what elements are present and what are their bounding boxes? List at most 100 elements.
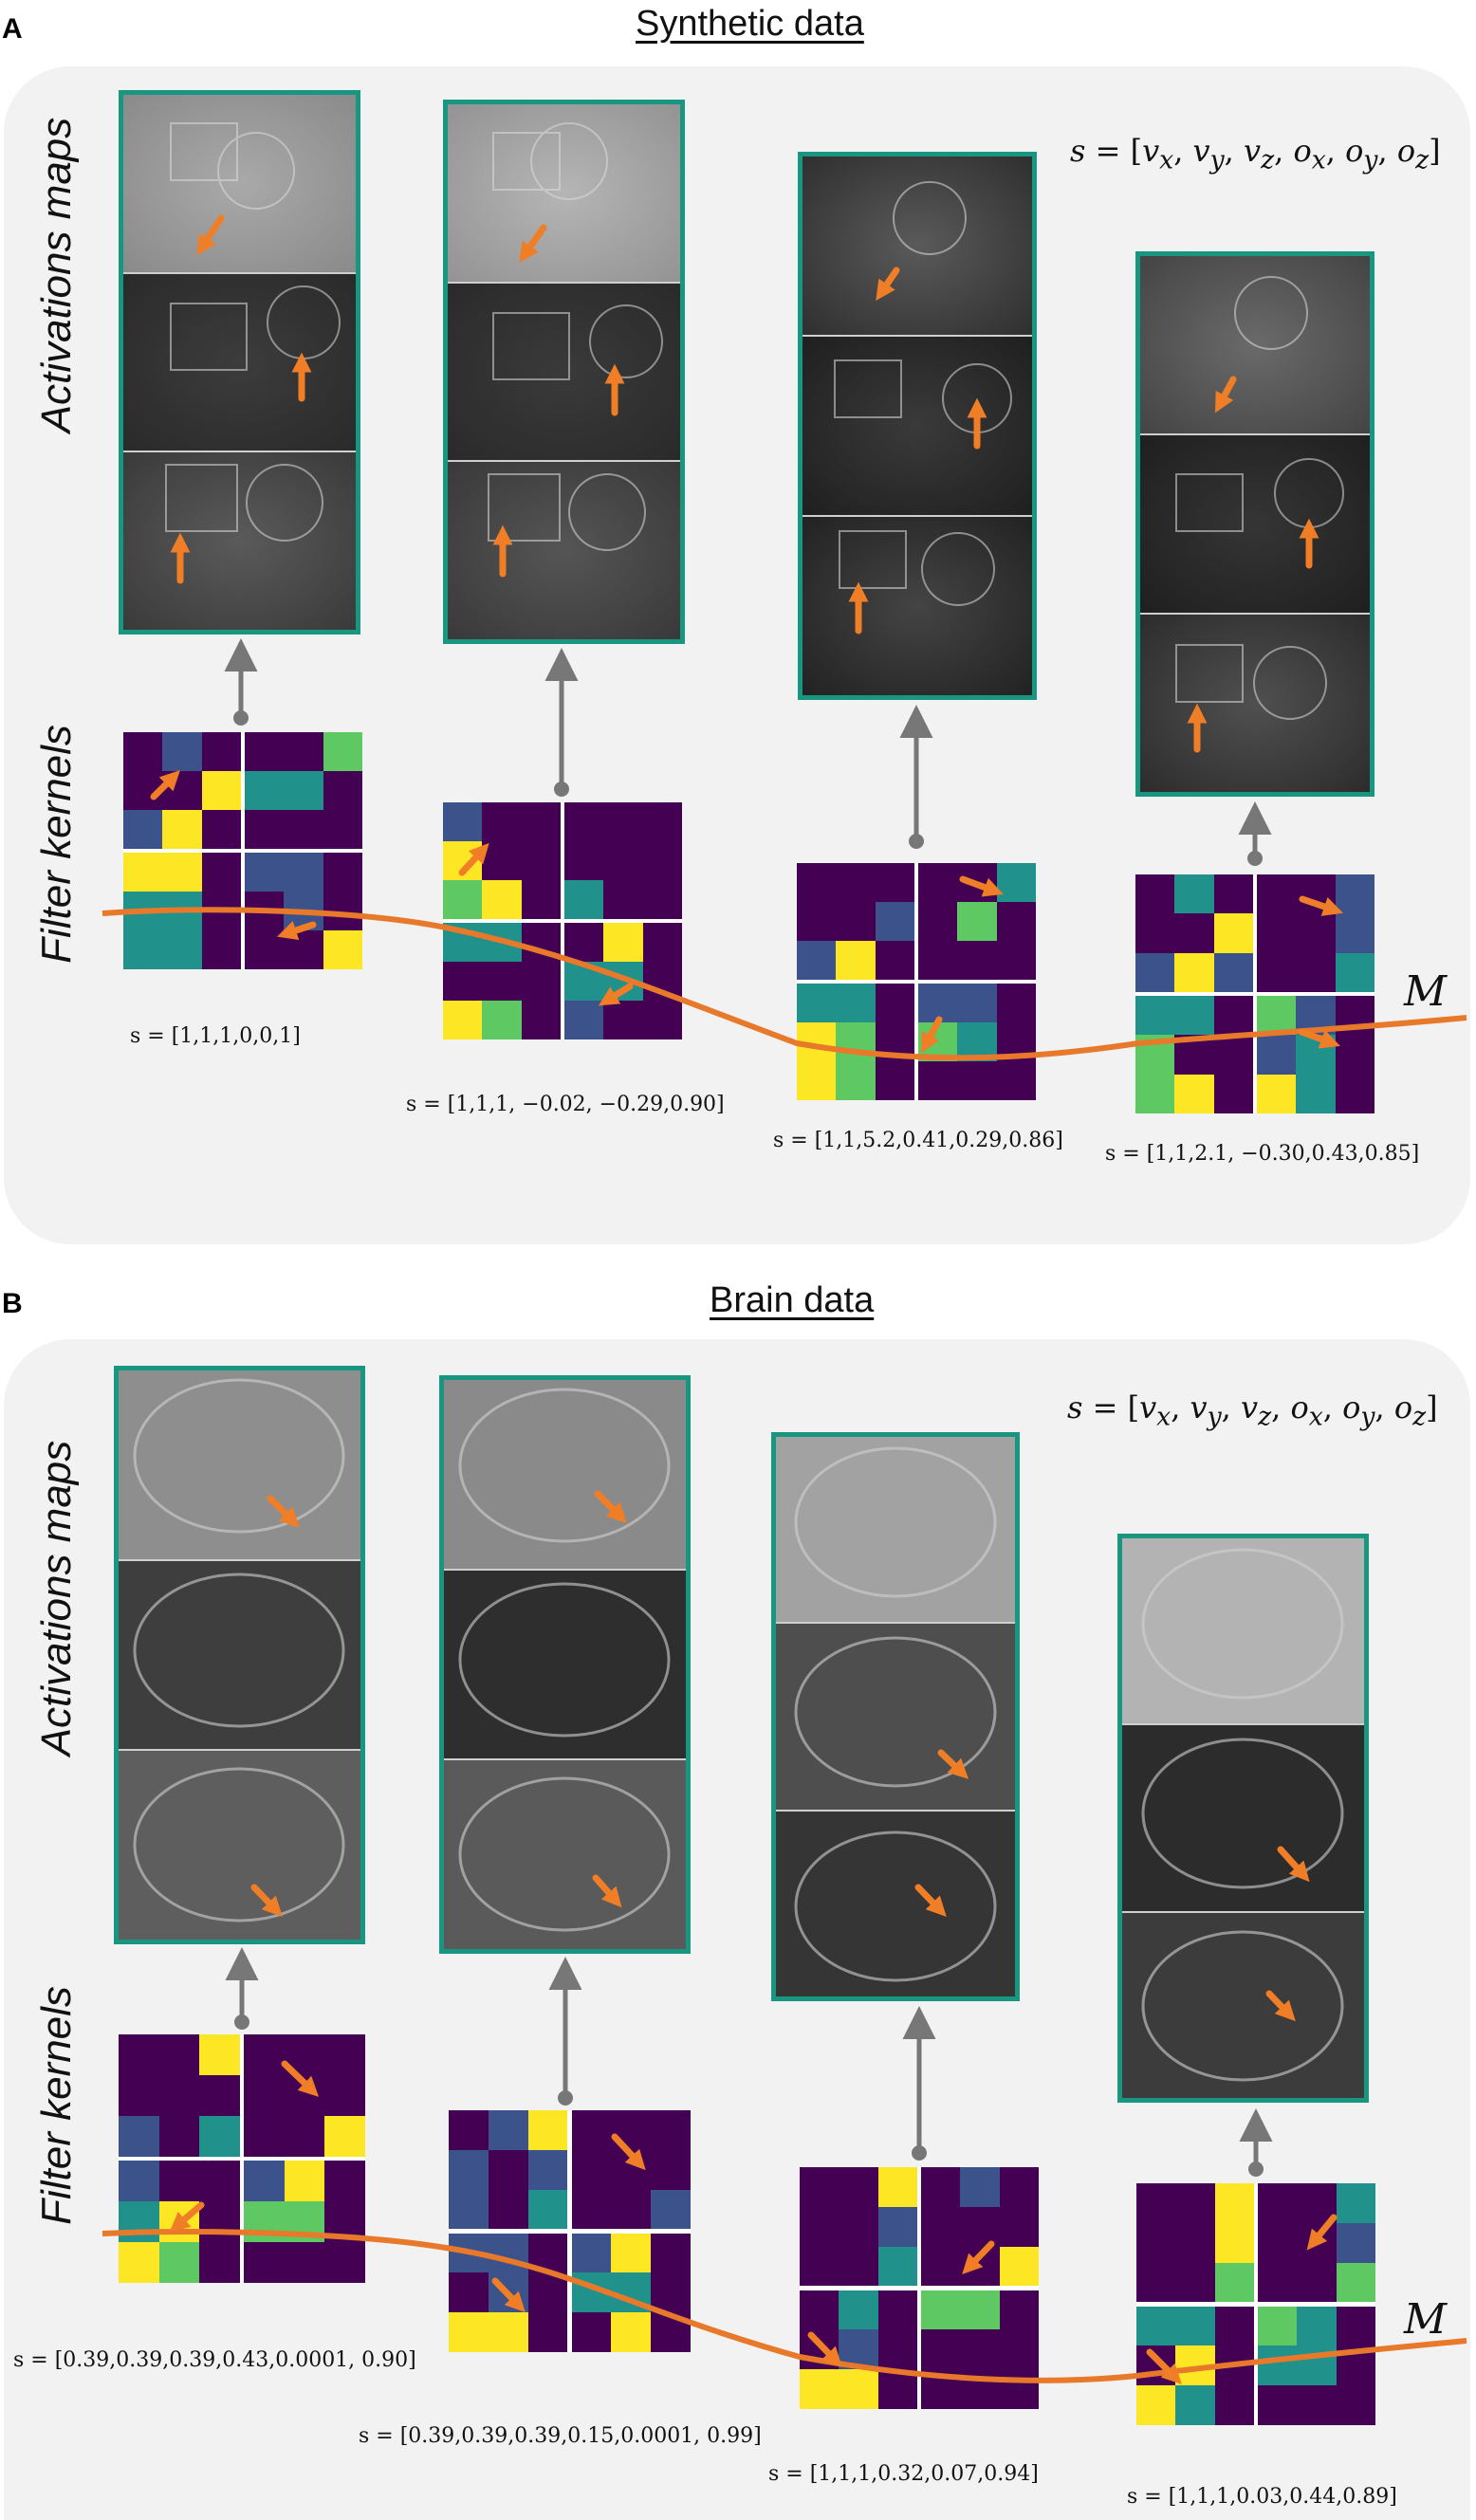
kernel-cell [449,2189,489,2230]
kernel-cell [284,732,323,771]
kernel-cell [449,2272,489,2313]
kernel-cell [527,2272,568,2313]
kernel-cell [482,1001,522,1039]
kernel-cell [527,2110,568,2150]
kernel-cell [611,2189,652,2230]
kernel-cell [642,880,682,919]
kernel-cell [1258,2183,1298,2223]
kernel-cell [443,880,483,919]
kernel-cell [996,984,1036,1022]
kernel-cell [123,732,163,771]
kernel-cell [323,810,362,849]
kernel-cell [877,2329,917,2370]
kernel-cell [651,2189,691,2230]
kernel-cell [244,2161,285,2201]
kernel-cell [1336,2183,1375,2223]
filter-kernel-b1 [119,2034,365,2283]
kernel-cell [1213,913,1253,953]
kernel-cell [957,941,997,980]
kernel-cell [201,930,241,969]
kernel-cell [488,2149,528,2190]
kernel-cell [1335,913,1375,953]
kernel-cell [1335,1074,1375,1113]
kernel-cell [836,1061,876,1100]
kernel-cell [1135,874,1175,914]
panel-b-s-label-3: s = [1,1,1,0.32,0.07,0.94] [768,2462,1039,2486]
kernel-quadrant [119,2161,240,2283]
panel-b-formula: s = [vx, vy, vz, ox, oy, oz] [1067,1389,1438,1432]
kernel-cell [119,2116,159,2157]
kernel-cell [1336,2262,1375,2303]
kernel-cell [571,2149,612,2190]
kernel-cell [449,2149,489,2190]
kernel-cell [482,880,522,919]
kernel-cell [996,941,1036,980]
panel-b-manifold-label: M [1404,2295,1448,2344]
kernel-cell [324,2116,365,2157]
kernel-cell [1174,996,1214,1036]
kernel-cell [521,1001,561,1039]
kernel-cell [201,810,241,849]
kernel-cell [488,2189,528,2230]
kernel-quadrant [449,2110,568,2230]
kernel-cell [603,880,643,919]
kernel-cell [488,2312,528,2352]
kernel-cell [999,2206,1039,2247]
kernel-cell [1336,2385,1375,2425]
kernel-cell [921,2206,961,2247]
kernel-cell [957,902,997,941]
kernel-cell [324,2075,365,2116]
kernel-cell [836,984,876,1022]
kernel-cell [1214,2262,1254,2303]
kernel-cell [244,2034,285,2075]
kernel-cell [527,2189,568,2230]
kernel-cell [324,2034,365,2075]
kernel-cell [162,853,202,892]
kernel-cell [482,962,522,1001]
kernel-cell [1258,2222,1298,2263]
kernel-cell [123,930,163,969]
kernel-cell [800,2369,839,2409]
kernel-quadrant [119,2034,240,2157]
kernel-cell [836,902,876,941]
kernel-quadrant [797,863,914,980]
kernel-cell [1213,952,1253,992]
kernel-cell [1174,874,1214,914]
kernel-cell [158,2161,200,2201]
activation-slice [803,517,1032,695]
kernel-cell [199,2201,240,2242]
kernel-cell [797,984,837,1022]
kernel-cell [611,2233,652,2273]
kernel-cell [1175,2183,1215,2223]
kernel-cell [1135,913,1175,953]
activation-slice [1140,435,1370,615]
kernel-cell [244,2242,285,2283]
panel-b-s-label-4: s = [1,1,1,0.03,0.44,0.89] [1127,2485,1397,2509]
kernel-cell [1213,874,1253,914]
kernel-cell [642,841,682,880]
activation-slice [803,156,1032,337]
filter-kernel-b4 [1136,2183,1375,2425]
kernel-cell [571,2312,612,2352]
kernel-cell [449,2110,489,2150]
activation-slice [448,462,680,639]
kernel-cell [877,2290,917,2330]
kernel-cell [449,2312,489,2352]
kernel-cell [1296,952,1336,992]
kernel-quadrant [1258,2183,1375,2303]
kernel-cell [839,2246,878,2287]
kernel-cell [119,2161,159,2201]
kernel-cell [875,941,914,980]
activation-slice [119,1751,360,1940]
kernel-cell [1214,2306,1254,2346]
kernel-cell [957,984,997,1022]
activation-slice [119,1560,360,1752]
kernel-cell [999,2290,1039,2330]
kernel-cell [119,2242,159,2283]
kernel-cell [199,2116,240,2157]
kernel-quadrant [1136,2183,1254,2303]
kernel-quadrant [443,802,561,919]
kernel-cell [324,2161,365,2201]
activation-slice [444,1570,686,1761]
kernel-cell [651,2233,691,2273]
